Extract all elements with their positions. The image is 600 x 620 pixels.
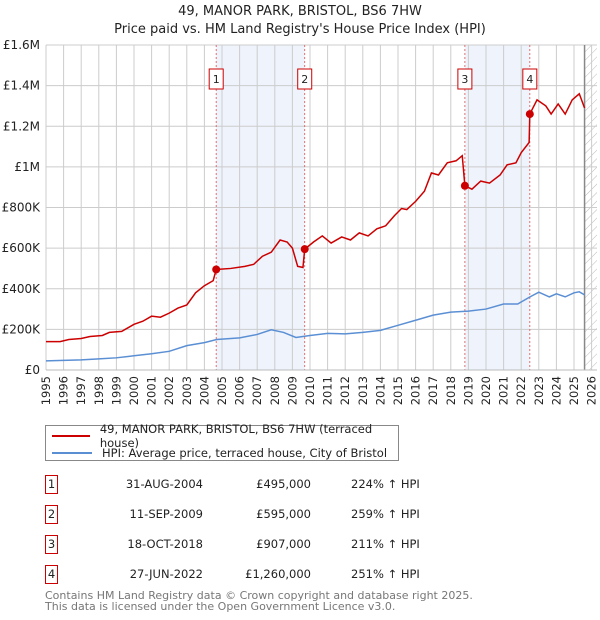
- transaction-hpi-change: 251% ↑ HPI: [351, 567, 420, 581]
- x-tick-label: 2013: [356, 376, 370, 405]
- x-tick-label: 2014: [373, 376, 387, 405]
- legend-label: 49, MANOR PARK, BRISTOL, BS6 7HW (terrac…: [99, 422, 373, 450]
- x-tick-label: 2024: [549, 376, 563, 405]
- property-price-line: [46, 92, 586, 343]
- x-tick-label: 1996: [57, 376, 71, 405]
- transaction-row: 1 31-AUG-2004 £495,000 224% ↑ HPI: [45, 475, 465, 495]
- transaction-hpi-change: 259% ↑ HPI: [351, 507, 420, 521]
- sale-label-box: [457, 68, 473, 90]
- y-tick-label: £0: [25, 363, 40, 377]
- sale-label: 2: [301, 73, 308, 86]
- transaction-date: 31-AUG-2004: [125, 477, 203, 491]
- x-tick-label: 2025: [567, 376, 581, 405]
- sale-label: 4: [526, 73, 533, 86]
- footer-copyright: Contains HM Land Registry data © Crown c…: [45, 589, 473, 602]
- x-tick-label: 2023: [532, 376, 546, 405]
- sale-point: [525, 110, 534, 119]
- x-tick-label: 2020: [479, 376, 493, 405]
- legend-swatch: [52, 452, 92, 454]
- transaction-badge: 1: [45, 475, 58, 494]
- x-tick-label: 2004: [197, 376, 211, 405]
- y-tick-label: £1.2M: [3, 119, 40, 133]
- x-tick-label: 2016: [409, 376, 423, 405]
- sale-point: [300, 245, 309, 254]
- x-tick-label: 2026: [585, 376, 599, 405]
- transaction-row: 2 11-SEP-2009 £595,000 259% ↑ HPI: [45, 505, 465, 525]
- x-tick-label: 2009: [285, 376, 299, 405]
- x-tick-label: 2000: [127, 376, 141, 405]
- x-tick-label: 2012: [338, 376, 352, 405]
- x-tick-label: 1998: [92, 376, 106, 405]
- sale-label-box: [522, 68, 538, 90]
- x-tick-label: 1999: [109, 376, 123, 405]
- sale-label-box: [208, 68, 224, 90]
- price-chart: 1995 1996 1997 1998 1999 2000 2001 2002 2003 2004…: [2, 38, 599, 405]
- legend: 49, MANOR PARK, BRISTOL, BS6 7HW (terrac…: [45, 422, 399, 461]
- footer-licence: This data is licensed under the Open Gov…: [45, 600, 396, 613]
- y-tick-label: £1M: [14, 160, 40, 174]
- y-tick-label: £800K: [2, 201, 42, 215]
- legend-label: HPI: Average price, terraced house, City…: [102, 446, 388, 460]
- sale-label: 3: [461, 73, 468, 86]
- x-tick-label: 2017: [426, 376, 440, 405]
- x-tick-label: 2019: [461, 376, 475, 405]
- chart-subtitle: Price paid vs. HM Land Registry's House …: [114, 22, 486, 37]
- x-tick-label: 2002: [162, 376, 176, 405]
- legend-item-property: 49, MANOR PARK, BRISTOL, BS6 7HW (terrac…: [52, 422, 398, 450]
- y-tick-label: £200K: [2, 322, 42, 336]
- legend-item-hpi: HPI: Average price, terraced house, City…: [52, 445, 387, 461]
- x-tick-label: 2008: [268, 376, 282, 405]
- x-tick-label: 1997: [74, 376, 88, 405]
- x-tick-label: 2015: [391, 376, 405, 405]
- transaction-badge: 3: [45, 535, 58, 554]
- transaction-badge: 2: [45, 505, 58, 524]
- transaction-row: 3 18-OCT-2018 £907,000 211% ↑ HPI: [45, 535, 465, 555]
- x-tick-label: 2022: [514, 376, 528, 405]
- x-tick-label: 2001: [145, 376, 159, 405]
- transaction-badge: 4: [45, 565, 58, 584]
- transaction-price: £907,000: [256, 537, 311, 551]
- hpi-line: [45, 291, 585, 362]
- x-tick-label: 2018: [444, 376, 458, 405]
- transaction-hpi-change: 224% ↑ HPI: [351, 477, 420, 491]
- sale-point: [460, 181, 469, 190]
- sale-label-box: [297, 68, 313, 90]
- x-tick-label: 2011: [321, 376, 335, 405]
- x-tick-label: 2021: [497, 376, 511, 405]
- sale-label: 1: [213, 73, 220, 86]
- transaction-date: 11-SEP-2009: [129, 507, 203, 521]
- transaction-date: 18-OCT-2018: [127, 537, 203, 551]
- legend-swatch: [52, 435, 90, 437]
- x-tick-label: 1995: [39, 376, 53, 405]
- x-tick-label: 2006: [233, 376, 247, 405]
- y-tick-label: £1.6M: [3, 38, 40, 52]
- transaction-price: £495,000: [256, 477, 311, 491]
- transaction-row: 4 27-JUN-2022 £1,260,000 251% ↑ HPI: [45, 565, 465, 585]
- chart-title: 49, MANOR PARK, BRISTOL, BS6 7HW: [178, 4, 422, 19]
- transaction-price: £1,260,000: [245, 567, 311, 581]
- y-tick-label: £1.4M: [3, 79, 40, 93]
- sale-point: [212, 265, 221, 274]
- y-tick-label: £400K: [2, 282, 42, 296]
- x-tick-label: 2003: [180, 376, 194, 405]
- x-tick-label: 2007: [250, 376, 264, 405]
- y-tick-label: £600K: [2, 241, 42, 255]
- transaction-date: 27-JUN-2022: [129, 567, 203, 581]
- transaction-hpi-change: 211% ↑ HPI: [351, 537, 420, 551]
- x-tick-label: 2005: [215, 376, 229, 405]
- transaction-price: £595,000: [256, 507, 311, 521]
- x-tick-label: 2010: [303, 376, 317, 405]
